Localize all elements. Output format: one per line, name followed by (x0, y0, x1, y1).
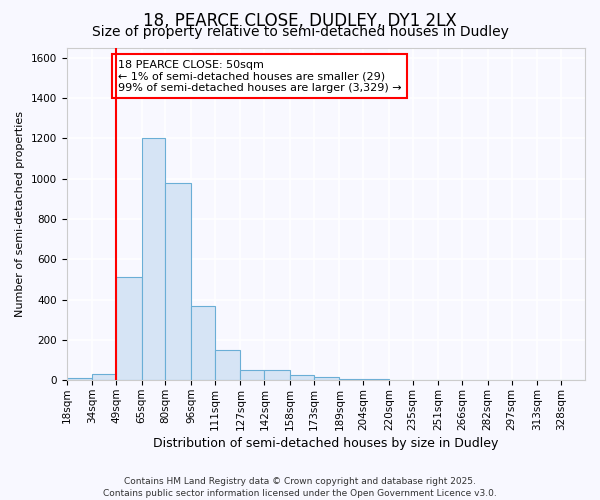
Bar (191, 306, 215, 380)
Bar (166, 182, 191, 380)
Bar (67, 378, 92, 380)
Bar (142, 138, 166, 380)
Text: Contains HM Land Registry data © Crown copyright and database right 2025.
Contai: Contains HM Land Registry data © Crown c… (103, 476, 497, 498)
Bar (265, 370, 290, 380)
Bar (290, 375, 314, 380)
Text: 18, PEARCE CLOSE, DUDLEY, DY1 2LX: 18, PEARCE CLOSE, DUDLEY, DY1 2LX (143, 12, 457, 30)
Text: Size of property relative to semi-detached houses in Dudley: Size of property relative to semi-detach… (92, 25, 508, 39)
Y-axis label: Number of semi-detached properties: Number of semi-detached properties (15, 111, 25, 317)
Bar (241, 370, 265, 380)
Bar (340, 378, 363, 380)
Bar (215, 350, 241, 380)
Text: 18 PEARCE CLOSE: 50sqm
← 1% of semi-detached houses are smaller (29)
99% of semi: 18 PEARCE CLOSE: 50sqm ← 1% of semi-deta… (118, 60, 401, 93)
X-axis label: Distribution of semi-detached houses by size in Dudley: Distribution of semi-detached houses by … (153, 437, 499, 450)
Bar (92, 374, 116, 380)
Bar (116, 278, 142, 380)
Bar (314, 378, 340, 380)
